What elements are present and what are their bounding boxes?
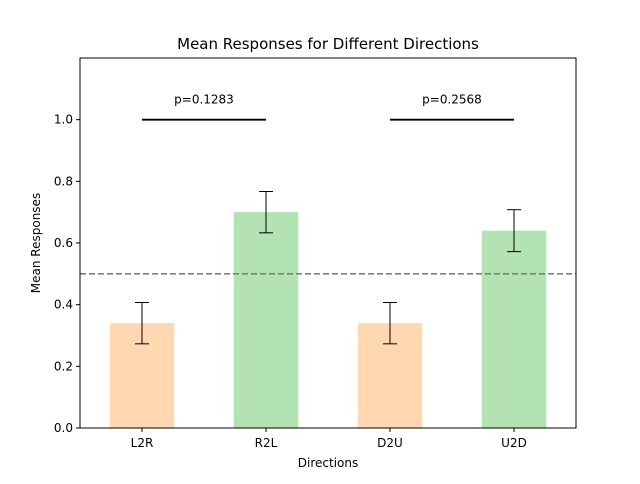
x-axis-label: Directions	[298, 456, 358, 470]
x-tick-label: R2L	[255, 436, 278, 450]
significance-label-1: p=0.1283	[174, 93, 234, 107]
x-tick-label: U2D	[501, 436, 527, 450]
y-tick-label: 0.2	[54, 359, 73, 373]
bar-u2d	[481, 230, 547, 428]
bar-r2l	[233, 212, 299, 428]
y-tick-label: 0.6	[54, 236, 73, 250]
y-tick-label: 1.0	[54, 113, 73, 127]
chart-title: Mean Responses for Different Directions	[177, 35, 479, 53]
x-tick-label: D2U	[377, 436, 403, 450]
significance-label-2: p=0.2568	[422, 93, 482, 107]
x-tick-label: L2R	[131, 436, 154, 450]
y-axis-label: Mean Responses	[29, 193, 43, 293]
y-tick-label: 0.4	[54, 298, 73, 312]
y-tick-label: 0.0	[54, 421, 73, 435]
y-tick-label: 0.8	[54, 174, 73, 188]
